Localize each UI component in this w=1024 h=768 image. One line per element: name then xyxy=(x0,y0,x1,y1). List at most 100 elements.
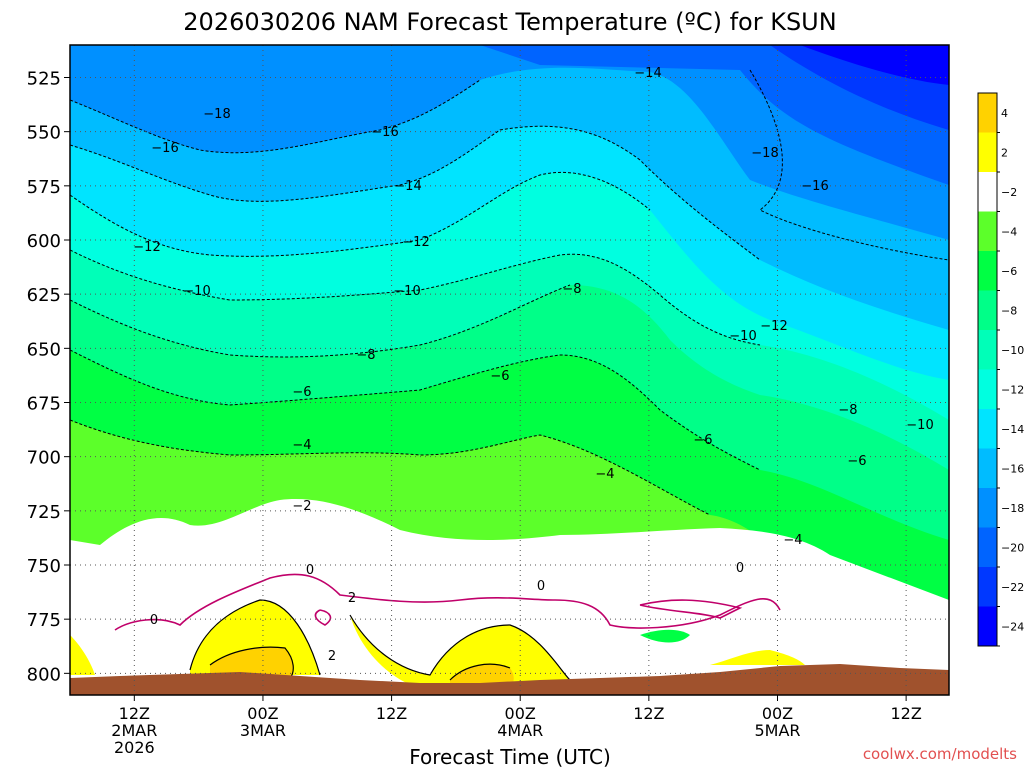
colorbar-swatch xyxy=(978,93,997,133)
contour-label: 0 xyxy=(537,579,545,594)
zero-contours xyxy=(114,573,781,631)
plot-area: −18 −18 −16 −16 −16 −14 −14 −12 −12 −12 −10 −10 −10 −… xyxy=(69,44,950,696)
contour-label: −6 xyxy=(292,385,311,400)
band-0-to-2-c xyxy=(70,635,95,675)
y-tick-label: 800 xyxy=(27,664,61,685)
colorbar: 4 2 −2 −4 −6 −8 −10 −12 −14 −16 −18 −20 −22 −24 xyxy=(977,92,1024,647)
colorbar-label: 4 xyxy=(1001,107,1008,120)
y-tick-label: 750 xyxy=(27,556,61,577)
contour-label: −18 xyxy=(751,146,778,161)
y-tick-label: 550 xyxy=(27,123,61,144)
colorbar-label: −8 xyxy=(1001,304,1017,317)
colorbar-label: −2 xyxy=(1001,186,1017,199)
contour-label: −6 xyxy=(693,433,712,448)
band-minus-4-island xyxy=(640,629,690,643)
x-tick-label: 12Z xyxy=(633,704,664,723)
colorbar-swatch xyxy=(978,330,997,370)
colorbar-swatch xyxy=(978,251,997,291)
colorbar-swatch xyxy=(978,409,997,449)
contour-label: −4 xyxy=(595,467,614,482)
x-tick-label: 5MAR xyxy=(754,721,800,740)
colorbar-label: −12 xyxy=(1001,383,1024,396)
x-tick-label: 12Z xyxy=(376,704,407,723)
colorbar-label: −14 xyxy=(1001,423,1024,436)
x-tick-label: 2MAR xyxy=(111,721,157,740)
colorbar-swatch xyxy=(978,488,997,528)
contour-lines xyxy=(70,69,949,516)
contour-label: −10 xyxy=(906,418,933,433)
contour-label: −12 xyxy=(760,319,787,334)
credit-link[interactable]: coolwx.com/modelts xyxy=(863,745,1017,763)
colorbar-label: −22 xyxy=(1001,581,1024,594)
y-tick-label: 725 xyxy=(27,502,61,523)
y-tick-label: 650 xyxy=(27,339,61,360)
contour-label: −8 xyxy=(356,348,375,363)
contour-label: −8 xyxy=(838,403,857,418)
x-tick-label: 00Z xyxy=(247,704,278,723)
colorbar-swatch xyxy=(978,527,997,567)
contour-labels: −18 −18 −16 −16 −16 −14 −14 −12 −12 −12 −10 −10 −10 −… xyxy=(133,66,933,664)
contour-label: 0 xyxy=(736,561,744,576)
colorbar-swatch xyxy=(978,290,997,330)
contour-label: −2 xyxy=(292,499,311,514)
y-axis: 525 550 575 600 625 650 675 700 725 750 775 800 xyxy=(27,69,70,685)
x-tick-label: 00Z xyxy=(762,704,793,723)
y-tick-label: 525 xyxy=(27,69,61,90)
colorbar-swatch xyxy=(978,369,997,409)
x-tick-label: 4MAR xyxy=(497,721,543,740)
terrain xyxy=(70,664,949,695)
plot-frame xyxy=(69,44,950,696)
contour-label: 0 xyxy=(306,563,314,578)
contour-label: −6 xyxy=(490,369,509,384)
contour-label: −6 xyxy=(847,454,866,469)
contour-label: 0 xyxy=(150,613,158,628)
y-tick-label: 625 xyxy=(27,285,61,306)
contour-label: −8 xyxy=(562,282,581,297)
colorbar-label: −16 xyxy=(1001,462,1024,475)
contour-label: 2 xyxy=(328,649,336,664)
contour-label: −12 xyxy=(133,240,160,255)
colorbar-label: −4 xyxy=(1001,225,1017,238)
colorbar-label: 2 xyxy=(1001,146,1008,159)
contour-label: −14 xyxy=(634,66,661,81)
contour-label: −14 xyxy=(394,179,421,194)
colorbar-swatch xyxy=(978,567,997,607)
solid-contours xyxy=(189,599,571,681)
colorbar-swatch xyxy=(978,448,997,488)
contour-label: −16 xyxy=(151,141,178,156)
band-0-to-2-d xyxy=(710,650,805,665)
colorbar-swatch xyxy=(978,132,997,172)
colorbar-label: −24 xyxy=(1001,620,1024,633)
colorbar-swatch xyxy=(978,172,997,212)
grid-lines xyxy=(70,45,949,695)
contour-label: −16 xyxy=(801,179,828,194)
contour-label: −10 xyxy=(183,284,210,299)
colorbar-label: −10 xyxy=(1001,344,1024,357)
x-tick-label: 12Z xyxy=(119,704,150,723)
x-tick-label: 2026 xyxy=(114,738,155,757)
contour-label: −10 xyxy=(729,329,756,344)
contour-label: −10 xyxy=(393,284,420,299)
colorbar-swatch xyxy=(978,606,997,646)
y-tick-label: 700 xyxy=(27,448,61,469)
band-0-to-2-b xyxy=(350,615,570,688)
contour-label: −12 xyxy=(402,235,429,250)
y-tick-label: 600 xyxy=(27,231,61,252)
y-tick-label: 775 xyxy=(27,610,61,631)
contour-label: −4 xyxy=(783,533,802,548)
contour-label: 2 xyxy=(348,591,356,606)
y-tick-label: 675 xyxy=(27,394,61,415)
y-tick-label: 575 xyxy=(27,177,61,198)
x-axis-label: Forecast Time (UTC) xyxy=(409,745,611,768)
contour-label: −18 xyxy=(203,107,230,122)
band-2-to-4 xyxy=(210,647,294,678)
band-2-to-4-b xyxy=(450,664,514,688)
colorbar-label: −18 xyxy=(1001,502,1024,515)
x-tick-label: 12Z xyxy=(890,704,921,723)
contour-label: −16 xyxy=(371,125,398,140)
contour-label: −4 xyxy=(292,438,311,453)
colorbar-swatch xyxy=(978,211,997,251)
colorbar-label: −20 xyxy=(1001,541,1024,554)
chart-title: 2026030206 NAM Forecast Temperature (ºC)… xyxy=(183,8,836,36)
